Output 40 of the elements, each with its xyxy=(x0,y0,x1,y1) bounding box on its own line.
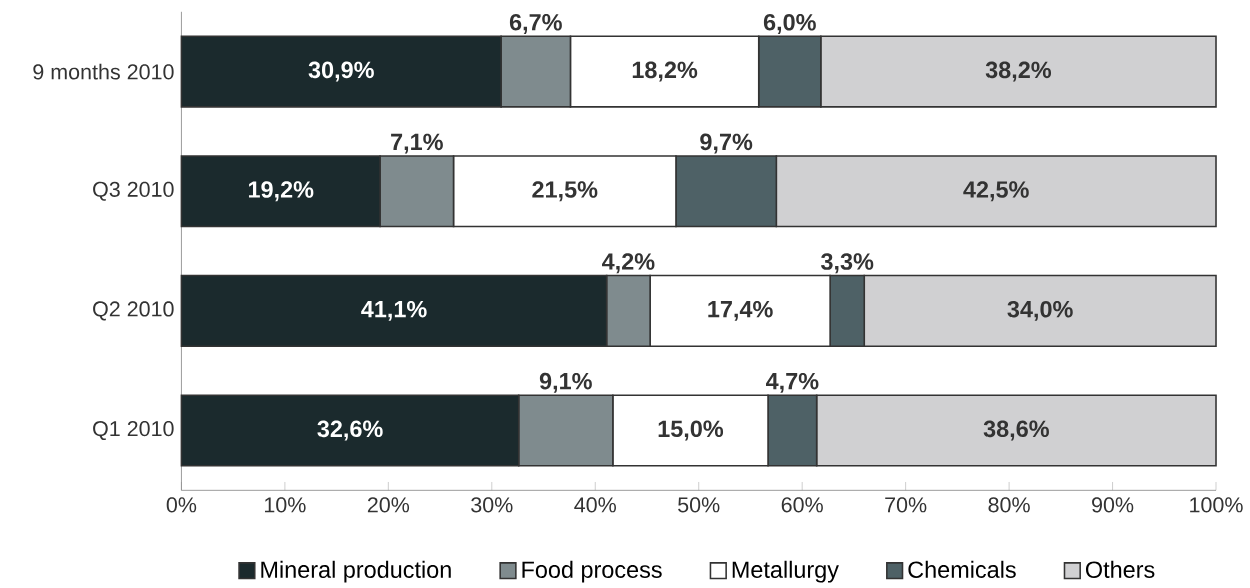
data-label: 19,2% xyxy=(248,181,314,201)
data-label: 34,0% xyxy=(1007,300,1073,321)
data-label: 30,9% xyxy=(308,61,374,82)
x-tick-label: 50% xyxy=(678,497,720,513)
legend-label: Chemicals xyxy=(908,560,1016,578)
data-label: 15,0% xyxy=(658,420,724,441)
data-label: 7,1% xyxy=(391,133,443,154)
y-tick-label: Q2 2010 xyxy=(93,301,174,321)
data-label: 3,3% xyxy=(821,252,874,273)
data-label: 38,2% xyxy=(985,61,1052,82)
x-tick-label: 30% xyxy=(471,497,513,513)
data-label: 9,1% xyxy=(539,372,592,393)
x-tick-label: 20% xyxy=(367,497,410,513)
data-label: 4,7% xyxy=(766,372,819,393)
data-label: 42,5% xyxy=(963,181,1029,201)
legend-label: Metallurgy xyxy=(732,560,839,583)
data-label: 6,0% xyxy=(763,13,816,34)
data-label: 17,4% xyxy=(708,300,773,321)
x-tick-label: 70% xyxy=(885,497,927,513)
legend-label: Mineral production xyxy=(261,560,451,583)
data-label: 9,7% xyxy=(700,133,753,154)
x-tick-label: 100% xyxy=(1190,497,1243,513)
data-label: 32,6% xyxy=(317,420,383,441)
legend-label: Others xyxy=(1085,560,1155,578)
data-label: 38,6% xyxy=(983,420,1049,441)
data-label: 18,2% xyxy=(632,61,698,82)
y-tick-label: 9 months 2010 xyxy=(33,63,174,80)
x-tick-label: 0% xyxy=(166,497,197,513)
x-tick-label: 40% xyxy=(574,497,616,513)
x-tick-label: 60% xyxy=(781,497,823,513)
y-tick-label: Q1 2010 xyxy=(93,420,174,440)
data-label: 6,7% xyxy=(509,13,562,34)
data-label: 21,5% xyxy=(532,181,598,201)
x-tick-label: 90% xyxy=(1092,497,1134,513)
x-tick-label: 10% xyxy=(265,497,306,513)
data-label: 41,1% xyxy=(361,300,427,321)
y-tick-label: Q3 2010 xyxy=(93,181,174,201)
data-label: 4,2% xyxy=(602,252,655,273)
legend-label: Food process xyxy=(522,560,662,583)
x-tick-label: 80% xyxy=(988,497,1030,513)
